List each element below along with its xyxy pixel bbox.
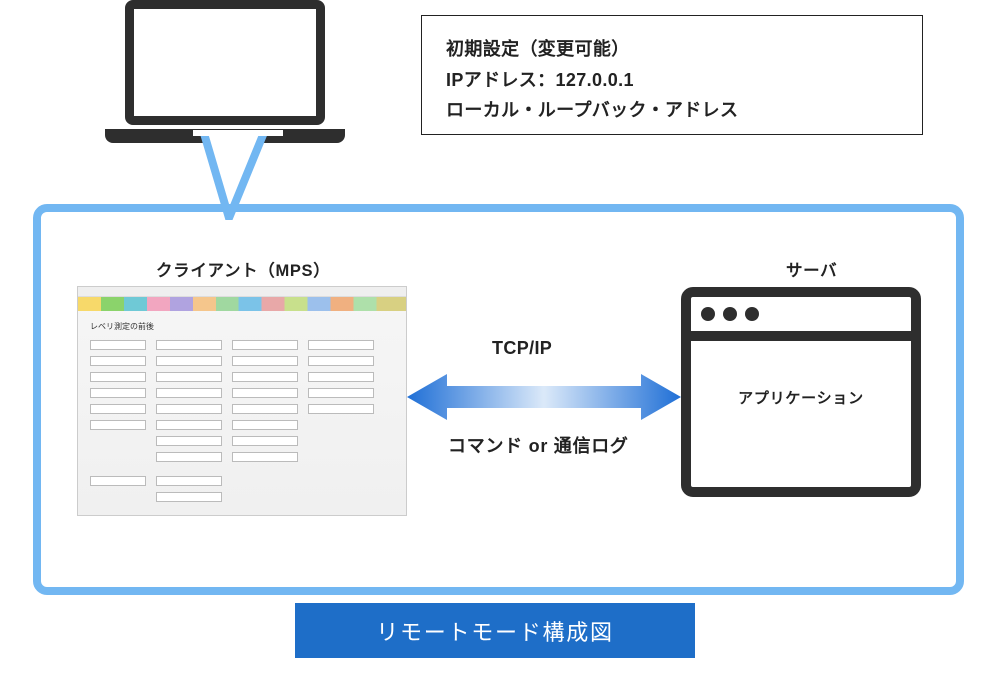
laptop-icon xyxy=(105,0,345,143)
window-dot-icon xyxy=(701,307,715,321)
info-line-1: 初期設定（変更可能） xyxy=(446,34,898,65)
window-dot-icon xyxy=(745,307,759,321)
server-window-titlebar xyxy=(691,297,911,341)
server-window-icon: アプリケーション xyxy=(681,287,921,497)
window-dot-icon xyxy=(723,307,737,321)
info-line-3: ローカル・ループバック・アドレス xyxy=(446,95,898,126)
client-screenshot-header: レベリ測定の前後 xyxy=(90,321,394,332)
bidirectional-arrow-icon xyxy=(407,374,681,420)
arrow-label-top: TCP/IP xyxy=(492,338,552,359)
arrow-label-bottom: コマンド or 通信ログ xyxy=(448,432,629,458)
server-app-label: アプリケーション xyxy=(691,387,911,408)
client-screenshot: レベリ測定の前後 xyxy=(77,286,407,516)
info-line-2: IPアドレス：127.0.0.1 xyxy=(446,65,898,96)
client-label: クライアント（MPS） xyxy=(156,257,330,281)
diagram-caption: リモートモード構成図 xyxy=(295,603,695,658)
settings-info-box: 初期設定（変更可能） IPアドレス：127.0.0.1 ローカル・ループバック・… xyxy=(421,15,923,135)
laptop-screen xyxy=(125,0,325,125)
server-label: サーバ xyxy=(786,257,837,281)
